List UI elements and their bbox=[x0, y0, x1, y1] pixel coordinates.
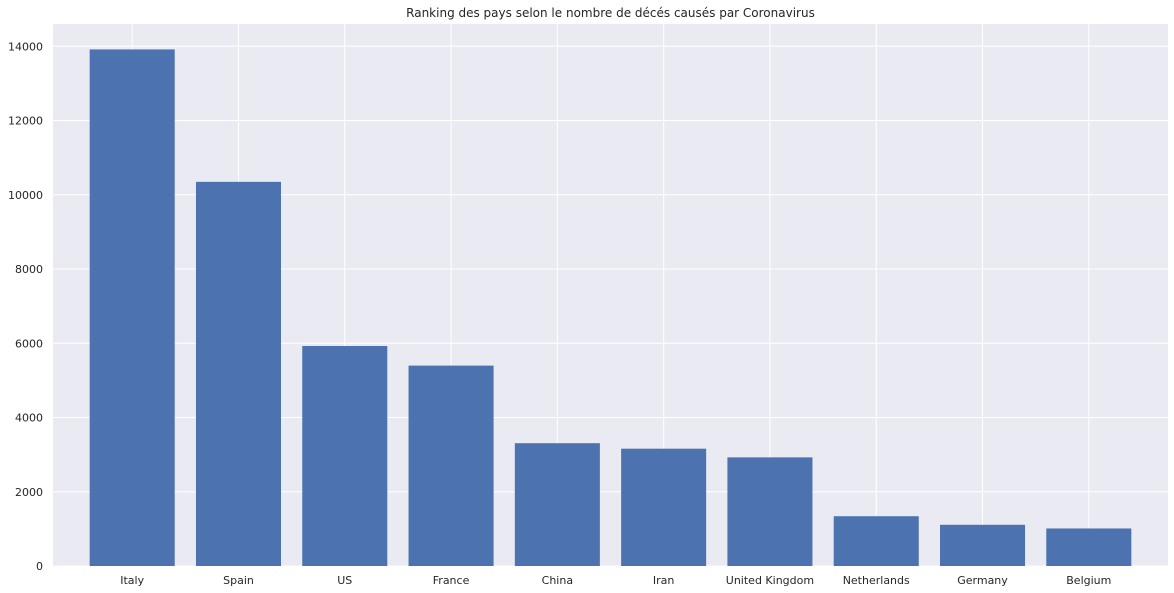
x-tick-label: United Kingdom bbox=[726, 574, 814, 587]
bar-netherlands bbox=[833, 516, 919, 566]
x-tick-label: China bbox=[542, 574, 573, 587]
y-tick-label: 12000 bbox=[8, 115, 43, 128]
y-tick-label: 8000 bbox=[15, 263, 43, 276]
bar-italy bbox=[89, 49, 175, 567]
y-tick-label: 2000 bbox=[15, 486, 43, 499]
bar-france bbox=[408, 365, 494, 566]
bar-germany bbox=[940, 524, 1026, 566]
y-tick-label: 4000 bbox=[15, 412, 43, 425]
bar-spain bbox=[195, 181, 281, 567]
bar-united-kingdom bbox=[727, 457, 813, 566]
x-tick-label: US bbox=[337, 574, 352, 587]
chart-title: Ranking des pays selon le nombre de décé… bbox=[406, 6, 815, 20]
y-tick-label: 14000 bbox=[8, 40, 43, 53]
bar-us bbox=[302, 346, 388, 566]
y-tick-label: 10000 bbox=[8, 189, 43, 202]
y-tick-label: 0 bbox=[36, 560, 43, 573]
x-tick-label: France bbox=[433, 574, 470, 587]
bar-china bbox=[514, 443, 600, 566]
x-tick-label: Spain bbox=[223, 574, 254, 587]
y-tick-label: 6000 bbox=[15, 337, 43, 350]
x-tick-label: Iran bbox=[653, 574, 675, 587]
bar-iran bbox=[621, 448, 707, 566]
x-tick-label: Italy bbox=[120, 574, 144, 587]
bar-belgium bbox=[1046, 528, 1132, 566]
x-tick-label: Netherlands bbox=[843, 574, 910, 587]
x-tick-label: Germany bbox=[957, 574, 1008, 587]
x-tick-label: Belgium bbox=[1066, 574, 1111, 587]
